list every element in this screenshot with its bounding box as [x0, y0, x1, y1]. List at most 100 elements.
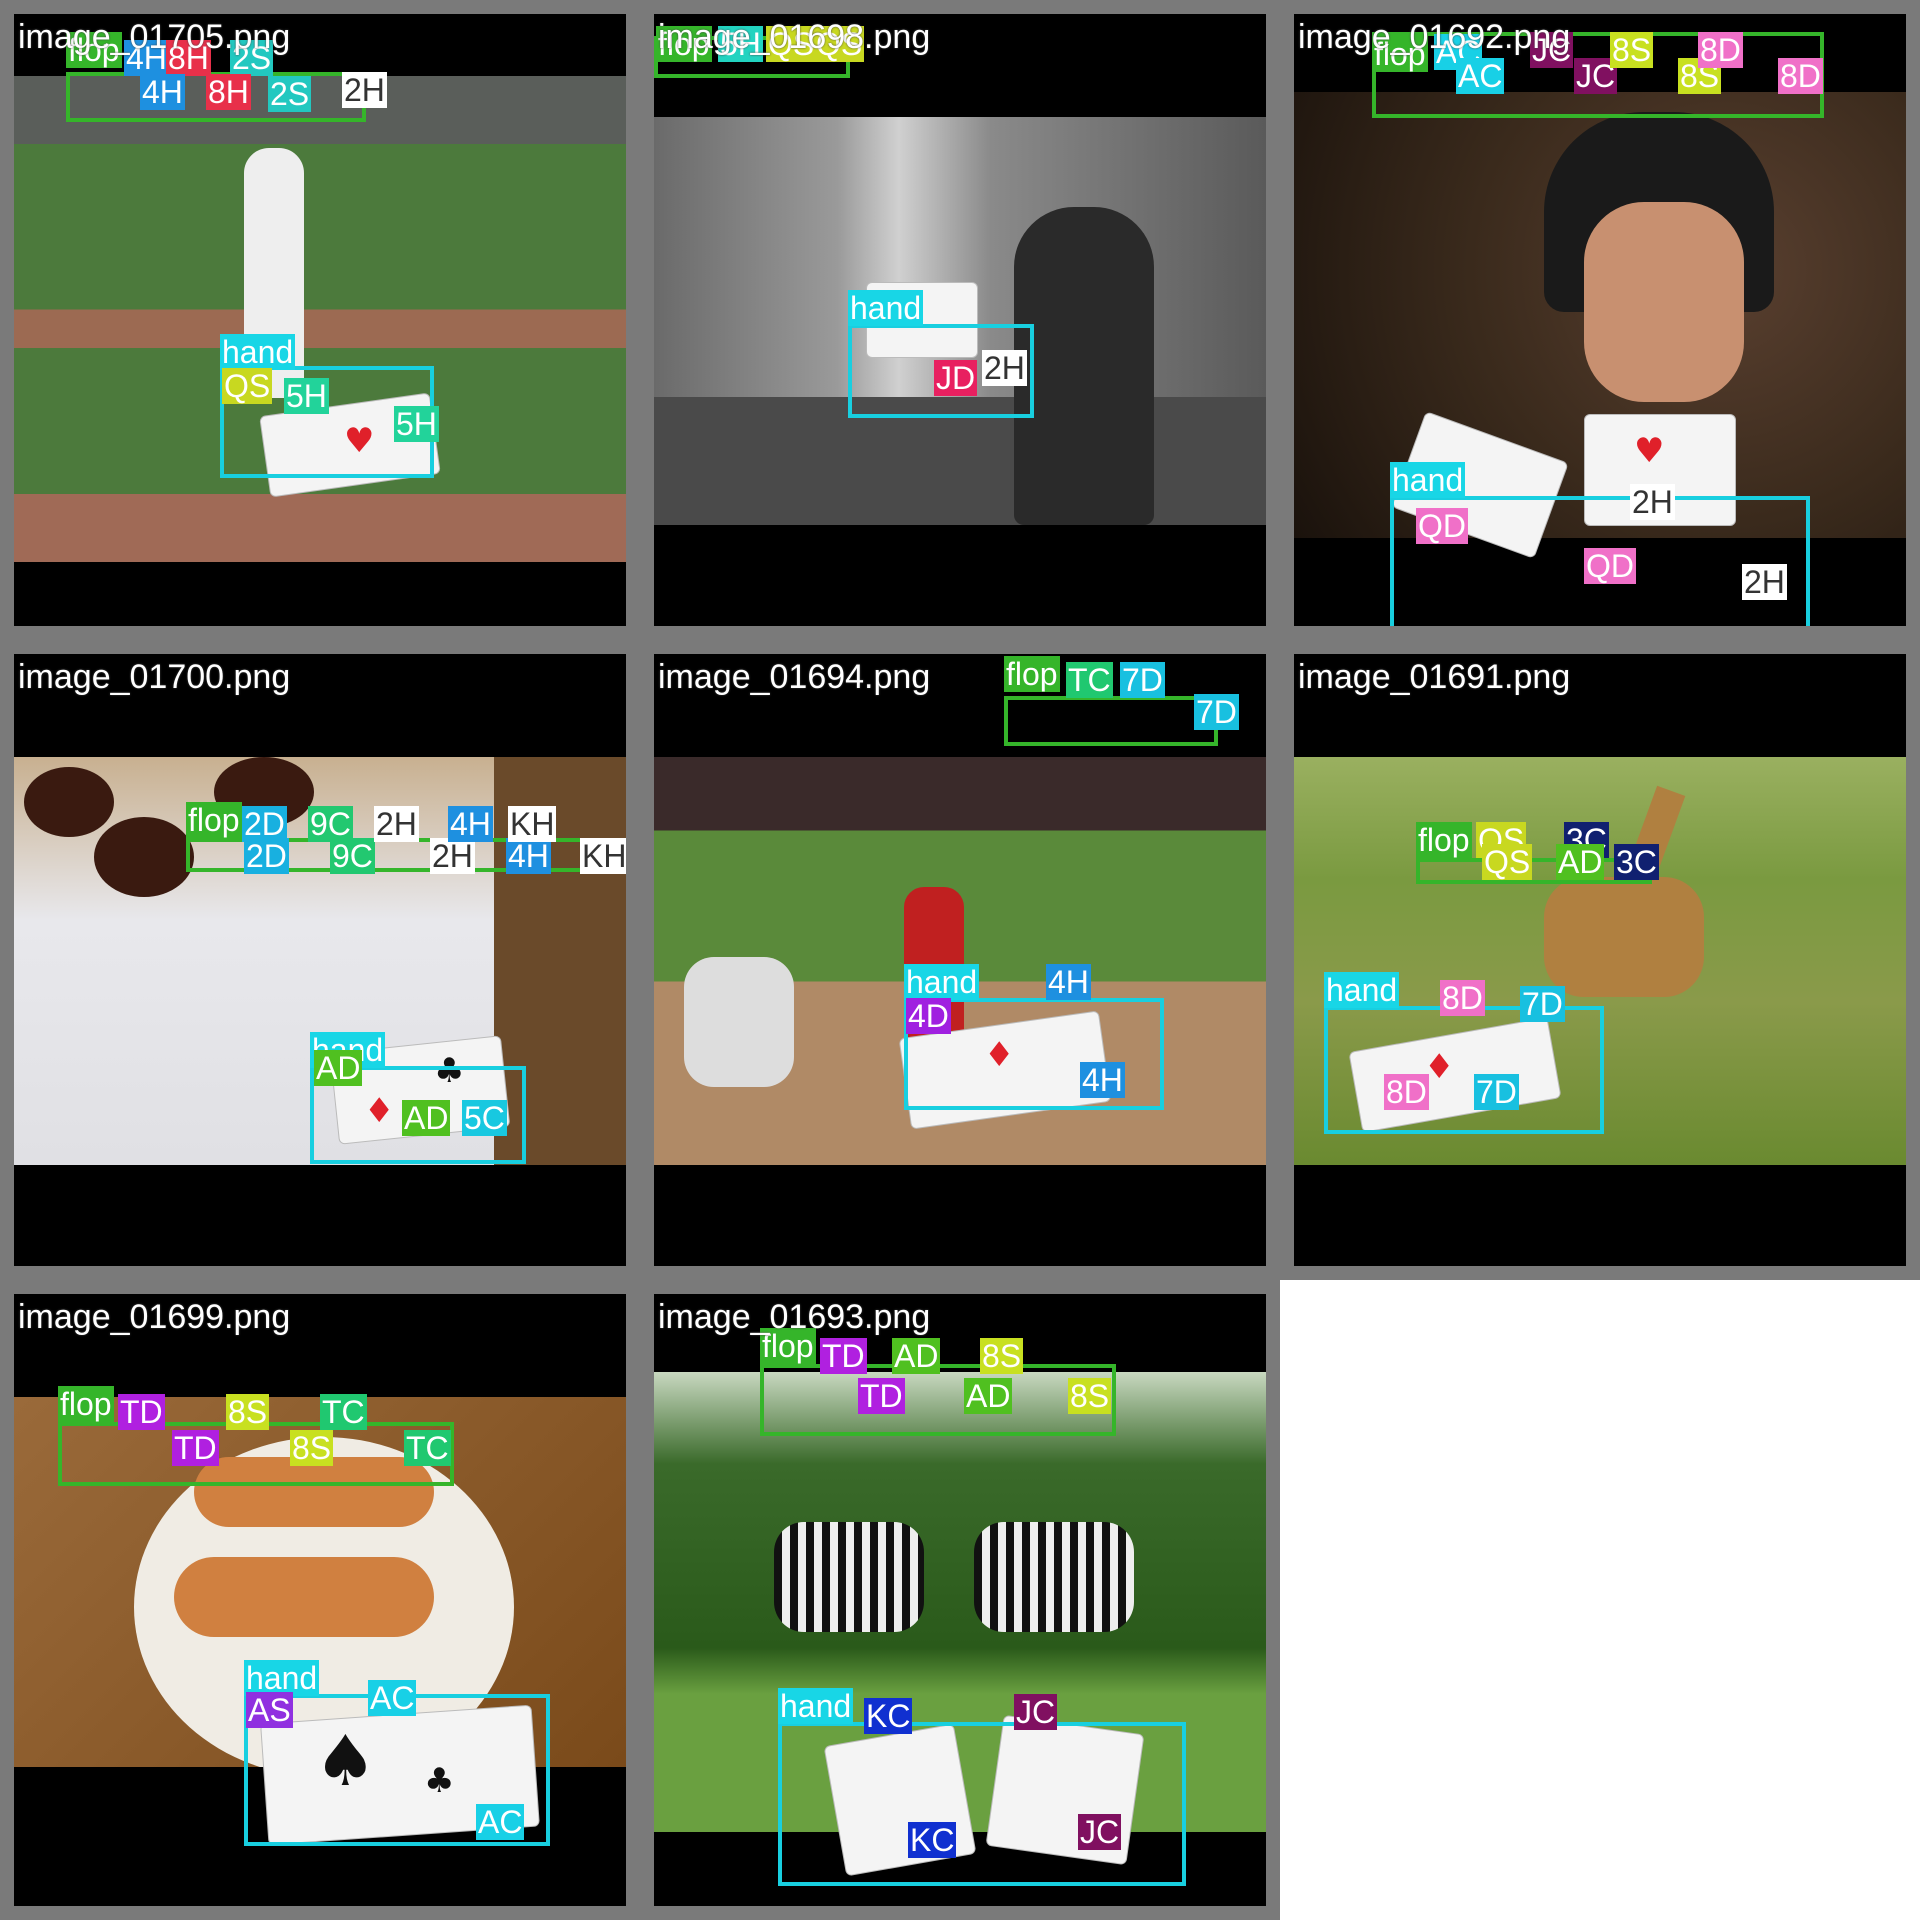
filename-label: image_01691.png: [1298, 658, 1571, 696]
card-tag: 5H: [394, 406, 439, 442]
card-tag: 5H: [718, 26, 763, 62]
card-tag: 8H: [206, 74, 251, 110]
card-tag: KH: [580, 838, 626, 874]
hand-tag: hand: [848, 290, 924, 326]
donut: [94, 817, 194, 897]
card-tag: TD: [858, 1378, 905, 1414]
card-tag: JC: [1574, 58, 1618, 94]
card-tag: 4H: [506, 838, 551, 874]
image-canvas: image_01698.png flop 5H QS QS hand JD 2H: [654, 14, 1266, 626]
hand-tag: hand: [244, 1660, 320, 1696]
hand-tag: hand: [778, 1688, 854, 1724]
image-canvas: image_01691.png flop QS QS 3C AD 3C ♦ ha…: [1294, 654, 1906, 1266]
card-tag: 8D: [1778, 58, 1823, 94]
filename-label: image_01693.png: [658, 1298, 931, 1336]
card-tag: KH: [508, 806, 557, 842]
club-icon: ♣: [424, 1761, 455, 1801]
face: [1584, 202, 1744, 402]
card-tag: 4H: [1080, 1062, 1125, 1098]
card-tag: JC: [1014, 1694, 1058, 1730]
card-tag: 2H: [430, 838, 475, 874]
card-tag: 7D: [1474, 1074, 1519, 1110]
diamond-icon: ♦: [364, 1091, 395, 1131]
card-tag: 2H: [342, 72, 387, 108]
image-canvas: image_01699.png flop TD TD 8S 8S TC TC ♠…: [14, 1294, 626, 1906]
hand-box: [904, 998, 1164, 1110]
card-tag: TD: [118, 1394, 165, 1430]
filename-label: image_01700.png: [18, 658, 291, 696]
card-tag: 9C: [330, 838, 375, 874]
card-tag: QD: [1416, 508, 1468, 544]
flop-tag: flop: [1004, 656, 1060, 692]
card-tag: 4H: [140, 74, 185, 110]
filename-label: image_01698.png: [658, 18, 931, 56]
card-tag: AC: [1456, 58, 1505, 94]
diamond-icon: ♦: [984, 1035, 1015, 1075]
image-canvas: image_01692.png flop AC AC JC JC 8S 8S 8…: [1294, 14, 1906, 626]
card-tag: 3C: [1614, 844, 1659, 880]
card-tag: TC: [320, 1394, 367, 1430]
flop-tag: flop: [656, 26, 712, 62]
hand-box: [310, 1066, 526, 1164]
card-tag: 4D: [906, 998, 951, 1034]
image-canvas: image_01693.png flop TD TD AD AD 8S 8S h…: [654, 1294, 1266, 1906]
woman-figure: [1014, 207, 1154, 525]
card-tag: 2D: [242, 806, 287, 842]
card-tag: QD: [1584, 548, 1636, 584]
tile-image-01699: image_01699.png flop TD TD 8S 8S TC TC ♠…: [0, 1280, 640, 1920]
card-tag: JC: [1078, 1814, 1122, 1850]
flop-tag: flop: [760, 1328, 816, 1364]
tile-image-01705: image_01705.png flop 4H 8H 2S 4H 8H 2S 2…: [0, 0, 640, 640]
card-tag: 7D: [1520, 986, 1565, 1022]
flop-tag: flop: [1372, 36, 1428, 72]
zebra: [774, 1522, 924, 1632]
card-tag: TC: [1066, 662, 1113, 698]
card-tag: AD: [1556, 844, 1605, 880]
tile-image-01691: image_01691.png flop QS QS 3C AD 3C ♦ ha…: [1280, 640, 1920, 1280]
playing-card: [1584, 414, 1736, 526]
hand-tag: hand: [1324, 972, 1400, 1008]
card-tag: 8S: [290, 1430, 334, 1466]
hand-tag: hand: [904, 964, 980, 1000]
card-tag: 2S: [230, 40, 274, 76]
flop-box: [58, 1422, 454, 1486]
image-canvas: image_01700.png flop 2D 2D 9C 9C 2H 2H 4…: [14, 654, 626, 1266]
heart-icon: ♥: [1634, 431, 1665, 471]
card-tag: 8D: [1384, 1074, 1429, 1110]
card-tag: AC: [476, 1804, 525, 1840]
tile-image-01694: image_01694.png flop TC 7D 7D ♦ hand 4D …: [640, 640, 1280, 1280]
card-tag: JC: [1530, 32, 1574, 68]
card-tag: AS: [246, 1692, 293, 1728]
card-tag: 7D: [1120, 662, 1165, 698]
empty-slot: [1280, 1280, 1920, 1920]
hand-tag: hand: [1390, 462, 1466, 498]
flop-tag: flop: [58, 1386, 114, 1422]
card-tag: 2H: [1742, 564, 1787, 600]
hand-box: [778, 1722, 1186, 1886]
flop-box: [1004, 696, 1218, 746]
filename-label: image_01694.png: [658, 658, 931, 696]
hand-tag: hand: [220, 334, 296, 370]
card-tag: QS: [1482, 844, 1533, 880]
card-tag: TD: [820, 1338, 867, 1374]
image-canvas: image_01694.png flop TC 7D 7D ♦ hand 4D …: [654, 654, 1266, 1266]
card-tag: 5H: [284, 378, 329, 414]
hotdog: [174, 1557, 434, 1637]
hand-box: [1390, 496, 1810, 626]
card-tag: JD: [934, 360, 978, 396]
tile-image-01692: image_01692.png flop AC AC JC JC 8S 8S 8…: [1280, 0, 1920, 640]
flop-tag: flop: [66, 32, 122, 68]
filename-label: image_01705.png: [18, 18, 291, 56]
card-tag: 2H: [982, 350, 1027, 386]
card-tag: AC: [368, 1680, 417, 1716]
flop-tag: flop: [1416, 822, 1472, 858]
scene-zebras: [654, 1372, 1266, 1832]
card-tag: 2D: [244, 838, 289, 874]
card-tag: 4H: [1046, 964, 1091, 1000]
filename-label: image_01692.png: [1298, 18, 1571, 56]
hand-box: [1324, 1006, 1604, 1134]
card-tag: 8D: [1440, 980, 1485, 1016]
card-tag: AD: [402, 1100, 451, 1136]
street: [654, 397, 1266, 525]
card-tag: 4H: [448, 806, 493, 842]
